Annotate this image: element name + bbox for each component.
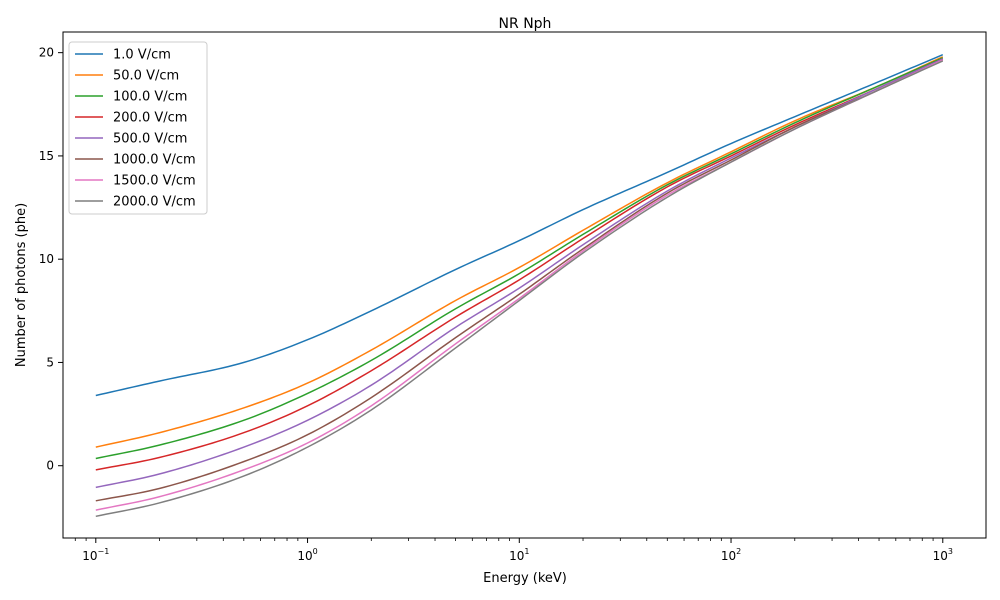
- y-tick-label: 15: [39, 149, 54, 163]
- legend-label: 2000.0 V/cm: [113, 195, 196, 210]
- x-tick-label: 101: [509, 547, 529, 563]
- series-line-3: [95, 58, 944, 471]
- y-tick-label: 10: [39, 252, 54, 266]
- legend-label: 1000.0 V/cm: [113, 153, 196, 168]
- legend-label: 1.0 V/cm: [113, 48, 171, 63]
- series-line-5: [95, 59, 944, 502]
- x-tick-label: 102: [721, 547, 741, 563]
- x-tick-label: 100: [297, 547, 317, 563]
- legend-label: 200.0 V/cm: [113, 111, 187, 126]
- legend-label: 100.0 V/cm: [113, 90, 187, 105]
- legend: 1.0 V/cm 50.0 V/cm 100.0 V/cm 200.0 V/cm 500…: [68, 41, 208, 215]
- y-tick-label: 0: [46, 459, 54, 473]
- y-axis-label: Number of photons (phe): [14, 203, 29, 367]
- x-tick-label: 103: [933, 547, 953, 563]
- y-tick-label: 5: [46, 355, 54, 369]
- series-line-6: [95, 59, 944, 511]
- plot-lines: [95, 54, 944, 518]
- legend-label: 500.0 V/cm: [113, 132, 187, 147]
- y-tick-label: 20: [39, 46, 54, 60]
- x-axis-ticks: 10−1 100 101 102 103: [74, 538, 953, 563]
- plot-frame: [62, 31, 987, 539]
- x-tick-label: 10−1: [82, 547, 109, 563]
- y-axis-ticks: 0 5 10 15 20: [39, 46, 63, 473]
- series-line-0: [95, 54, 944, 397]
- series-line-7: [95, 60, 944, 518]
- x-axis-label: Energy (keV): [483, 571, 567, 586]
- series-line-2: [95, 57, 944, 460]
- series-line-1: [95, 56, 944, 448]
- legend-label: 50.0 V/cm: [113, 69, 179, 84]
- legend-box: [68, 41, 208, 215]
- chart-title: NR Nph: [499, 16, 552, 32]
- legend-label: 1500.0 V/cm: [113, 174, 196, 189]
